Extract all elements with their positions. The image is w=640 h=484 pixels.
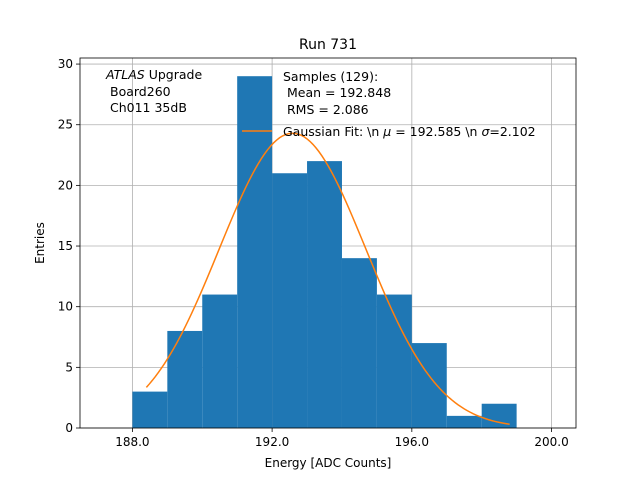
y-tick-label: 10 xyxy=(58,300,73,314)
atlas-upgrade-label: Upgrade xyxy=(145,67,203,82)
histogram-bar xyxy=(202,294,238,428)
legend: Samples (129): Mean = 192.848 RMS = 2.08… xyxy=(242,69,536,139)
legend-fit-mu-symbol: μ xyxy=(382,124,391,139)
x-tick-label: 196.0 xyxy=(395,435,429,449)
atlas-annotation-board: Board260 xyxy=(110,84,171,99)
x-tick-label: 200.0 xyxy=(534,435,568,449)
legend-fit-prefix: Gaussian Fit: \n xyxy=(283,124,383,139)
legend-rms-line: RMS = 2.086 xyxy=(287,102,369,117)
atlas-annotation-channel: Ch011 35dB xyxy=(110,100,187,115)
legend-fit-sigma-symbol: σ xyxy=(481,124,490,139)
legend-samples-line: Samples (129): xyxy=(283,69,378,84)
histogram-bar xyxy=(167,330,203,428)
histogram-bar xyxy=(237,76,273,429)
histogram-bar xyxy=(481,403,517,428)
legend-fit-sigma-value: =2.102 xyxy=(489,124,535,139)
histogram-bar xyxy=(446,415,482,428)
plot-frame xyxy=(79,57,577,429)
y-tick-label: 15 xyxy=(58,239,73,253)
y-tick-label: 30 xyxy=(58,57,73,71)
x-axis-label: Energy [ADC Counts] xyxy=(265,456,392,470)
atlas-italic-label: ATLAS xyxy=(105,67,145,82)
gaussian-fit-curve xyxy=(145,132,510,426)
atlas-annotation: ATLAS Upgrade Board260 Ch011 35dB xyxy=(105,67,202,115)
y-tick-label: 5 xyxy=(65,360,73,374)
y-axis-label: Entries xyxy=(33,222,47,264)
histogram-bar xyxy=(132,391,168,428)
x-axis-ticks: 188.0 192.0 196.0 200.0 xyxy=(115,428,569,449)
histogram-bar xyxy=(411,343,447,428)
legend-mean-line: Mean = 192.848 xyxy=(287,85,391,100)
histogram-bars xyxy=(132,76,517,429)
chart-title: Run 731 xyxy=(299,37,357,53)
histogram-bar xyxy=(272,173,308,428)
y-axis-ticks: 0 5 10 15 20 25 30 xyxy=(58,57,80,435)
legend-fit-label: Gaussian Fit: \n μ = 192.585 \n σ=2.102 xyxy=(283,124,536,139)
x-tick-label: 188.0 xyxy=(115,435,149,449)
legend-fit-mu-value: = 192.585 \n xyxy=(391,124,481,139)
histogram-bar xyxy=(307,161,342,429)
histogram-bar xyxy=(341,258,377,428)
y-tick-label: 0 xyxy=(65,421,73,435)
atlas-annotation-line1: ATLAS Upgrade xyxy=(105,67,202,82)
y-tick-label: 25 xyxy=(58,118,73,132)
x-tick-label: 192.0 xyxy=(255,435,289,449)
y-tick-label: 20 xyxy=(58,178,73,192)
